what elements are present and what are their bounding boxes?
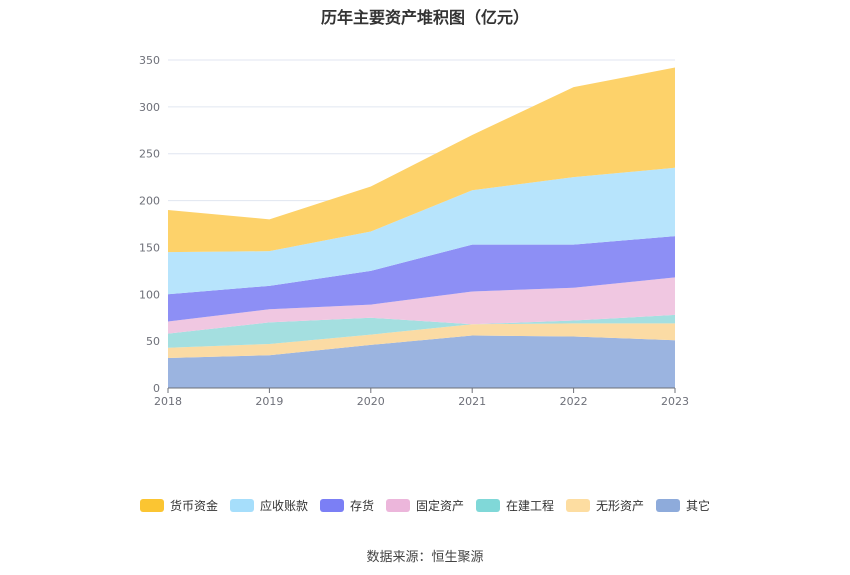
y-tick-label: 350: [139, 54, 160, 67]
x-tick-label: 2020: [357, 395, 385, 408]
y-tick-label: 150: [139, 241, 160, 254]
y-tick-label: 0: [153, 382, 160, 395]
x-tick-label: 2019: [255, 395, 283, 408]
legend-item[interactable]: 无形资产: [566, 497, 644, 514]
legend-swatch: [139, 499, 164, 512]
legend-label: 存货: [349, 499, 374, 513]
legend-item[interactable]: 在建工程: [476, 497, 554, 514]
area-series-在建工程: [168, 314, 675, 348]
legend-swatch: [319, 499, 344, 512]
legend-swatch: [656, 499, 681, 512]
legend-swatch: [566, 499, 591, 512]
area-series-固定资产: [168, 277, 675, 334]
legend-swatch: [476, 499, 500, 512]
legend-label: 其它: [686, 499, 711, 513]
legend-swatch: [385, 499, 410, 512]
y-tick-label: 250: [139, 148, 160, 161]
area-series-无形资产: [168, 323, 675, 359]
legend-item[interactable]: 存货: [319, 497, 374, 514]
legend-label: 在建工程: [506, 499, 555, 513]
legend-item[interactable]: 应收账款: [229, 497, 308, 514]
area-series-其它: [168, 335, 675, 388]
y-tick-label: 300: [139, 101, 160, 114]
chart-legend: 货币资金 应收账款 存货 固定资产 在建工程 无形资产 其它: [0, 497, 850, 514]
legend-label: 固定资产: [415, 499, 464, 513]
legend-label: 无形资产: [596, 499, 645, 513]
area-series-应收账款: [168, 167, 675, 295]
data-source-note: 数据来源：恒生聚源: [366, 550, 484, 565]
legend-item[interactable]: 固定资产: [385, 497, 464, 514]
x-tick-label: 2023: [661, 395, 689, 408]
x-tick-label: 2021: [458, 395, 486, 408]
y-tick-label: 100: [139, 288, 160, 301]
chart-title: 历年主要资产堆积图（亿元）: [320, 8, 529, 27]
area-series-存货: [168, 236, 675, 322]
legend-item[interactable]: 其它: [656, 497, 710, 514]
legend-label: 货币资金: [169, 499, 218, 513]
legend-label: 应收账款: [259, 499, 308, 513]
area-series-货币资金: [168, 67, 675, 253]
x-tick-label: 2018: [154, 395, 182, 408]
y-tick-label: 200: [139, 195, 160, 208]
legend-item[interactable]: 货币资金: [139, 497, 218, 514]
legend-swatch: [229, 499, 254, 512]
x-tick-label: 2022: [560, 395, 588, 408]
y-tick-label: 50: [146, 335, 160, 348]
